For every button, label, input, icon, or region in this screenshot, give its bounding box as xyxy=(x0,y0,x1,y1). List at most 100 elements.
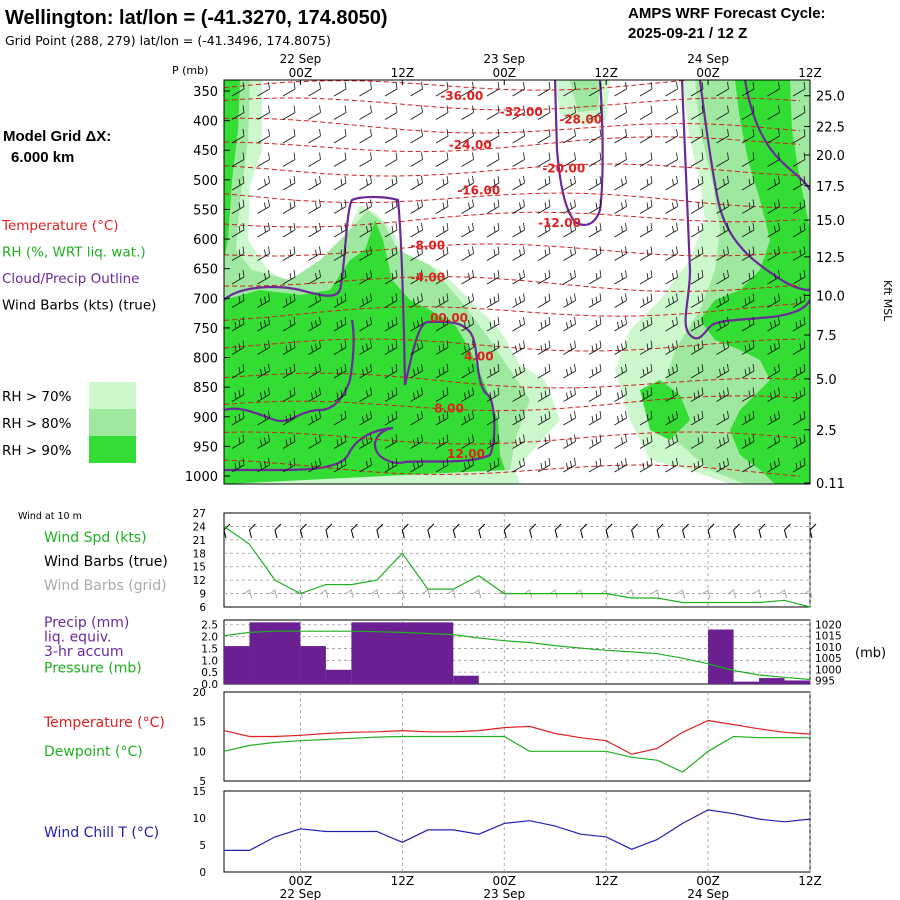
height-tick-label: 5.0 xyxy=(816,373,837,388)
cross-section-frame xyxy=(223,79,811,485)
precip-panel: 0.00.51.01.52.02.5 9951000100510101015102… xyxy=(201,619,841,691)
pressure-tick-label: 900 xyxy=(193,411,218,426)
height-axis: 25.0 22.5 20.0 17.5 15.0 12.5 10.0 7.5 5.0 2.5 0.1… xyxy=(804,90,845,492)
pressure-axis-title: P (mb) xyxy=(172,64,208,77)
wind-panel-label: Wind Barbs (grid) xyxy=(44,578,167,594)
time-tick-label: 12Z xyxy=(798,874,822,888)
height-axis-title: Kft MSL xyxy=(881,280,894,322)
wind-speed-line xyxy=(223,525,811,608)
forecast-cycle-label: AMPS WRF Forecast Cycle: xyxy=(628,5,826,22)
pressure-axis: 350 400 450 500 550 600 650 700 750 800 850 900 950 1… xyxy=(185,85,230,485)
rh-legend-label: RH > 80% xyxy=(2,416,72,432)
height-tick-label: 7.5 xyxy=(816,329,837,344)
height-tick-label: 15.0 xyxy=(816,214,845,229)
precip-bar xyxy=(249,622,301,684)
wind-panel-ytick-label: 27 xyxy=(193,508,206,520)
isotherm-line xyxy=(224,163,801,177)
height-tick-label: 22.5 xyxy=(816,121,845,136)
wind-panel-ytick-label: 18 xyxy=(193,548,206,560)
rh-90-region xyxy=(224,80,240,260)
isotherm-line xyxy=(224,276,801,292)
pressure-ytick-label: 1015 xyxy=(815,631,842,643)
legend-item-label: Wind Barbs (kts) (true) xyxy=(2,298,156,314)
temperature-labels: -36.00 -32.00 -28.00 -24.00 -20.00 -16.00 -12.… xyxy=(411,89,603,461)
rh-legend-swatch xyxy=(89,436,136,463)
pressure-tick-label: 700 xyxy=(193,292,218,307)
temp-panel-ytick-label: 15 xyxy=(193,717,206,729)
height-tick-label: 10.0 xyxy=(816,289,845,304)
isotherm-line xyxy=(224,97,801,111)
surface-wind-barbs xyxy=(223,523,817,539)
temp-panel-frame xyxy=(223,691,811,782)
cross-section-axis-labels: P (mb) Kft MSL xyxy=(172,64,894,322)
temp-panel-ytick-label: 10 xyxy=(193,746,206,758)
isotherm-line xyxy=(224,136,801,153)
wind-chill-panel-ytick-label: 0 xyxy=(199,867,206,879)
wind-chill-panel: 0 5 10 15 xyxy=(193,786,811,879)
rh-legend-swatch xyxy=(89,409,136,436)
pressure-tick-label: 800 xyxy=(193,352,218,367)
temp-panel: 5 10 15 20 xyxy=(193,687,811,788)
isotherm-line xyxy=(224,395,801,412)
rh-legend: RH > 70% RH > 80% RH > 90% xyxy=(2,382,136,463)
cloud-outline xyxy=(224,195,496,472)
time-tick-label: 00Z xyxy=(493,66,517,80)
wind-panel-labels: Wind Spd (kts) Wind Barbs (true) Wind Barb… xyxy=(44,530,168,594)
time-tick-label: 12Z xyxy=(594,874,618,888)
wind-panel-ytick-label: 6 xyxy=(199,602,206,614)
isotherm-line xyxy=(224,80,695,91)
wind-panel-label: Wind Barbs (true) xyxy=(44,554,168,570)
temp-panel-label: Temperature (°C) xyxy=(43,715,165,731)
page-title: Wellington: lat/lon = (-41.3270, 174.805… xyxy=(5,7,388,29)
precip-bar xyxy=(733,681,760,684)
rh-legend-swatch xyxy=(89,382,136,409)
wind-barb-glyphs xyxy=(231,81,806,473)
pressure-ytick-label: 1000 xyxy=(815,664,842,676)
time-tick-label: 12Z xyxy=(594,66,618,80)
wind-panel-frame xyxy=(223,512,811,608)
height-tick-label: 17.5 xyxy=(816,180,845,195)
grid-wind-barbs xyxy=(243,589,813,599)
temperature-contour-label: -4.00 xyxy=(411,271,446,285)
time-tick-label: 00Z xyxy=(289,874,313,888)
temp-panel-ytick-label: 20 xyxy=(193,687,206,699)
height-tick-label: 2.5 xyxy=(816,424,837,439)
time-tick-label: 12Z xyxy=(391,66,415,80)
temperature-contour-label: -32.00 xyxy=(500,105,543,119)
date-label: 24 Sep xyxy=(687,52,729,66)
wind-chill-panel-ytick-label: 5 xyxy=(199,840,206,852)
date-label: 22 Sep xyxy=(280,52,322,66)
temperature-contour-label: -36.00 xyxy=(440,89,483,103)
rh-90-region xyxy=(640,380,690,440)
pressure-tick-label: 350 xyxy=(193,85,218,100)
temperature-contour-label: -12.00 xyxy=(538,216,581,230)
pressure-tick-label: 1000 xyxy=(185,470,218,485)
precip-bar xyxy=(708,629,734,684)
precip-ytick-label: 2.0 xyxy=(201,632,218,644)
temperature-contour-label: -16.00 xyxy=(457,184,500,198)
precip-bar xyxy=(784,680,810,684)
wind-chill-line xyxy=(224,809,811,851)
temp-panel-label: Dewpoint (°C) xyxy=(44,744,143,760)
legend-item-label: Cloud/Precip Outline xyxy=(2,271,139,287)
top-time-axis: 00Z 12Z 00Z 12Z 00Z 12Z 22 Sep 23 Sep 24 Sep xyxy=(280,52,822,85)
isotherm-line xyxy=(224,243,801,257)
rh-legend-label: RH > 70% xyxy=(2,389,72,405)
cross-section-panel: -36.00 -32.00 -28.00 -24.00 -20.00 -16.00 -12.… xyxy=(185,79,845,492)
temperature-line xyxy=(223,719,811,755)
pressure-tick-label: 600 xyxy=(193,233,218,248)
cloud-outline xyxy=(224,319,355,423)
cross-section-legend: Temperature (°C) RH (%, WRT liq. wat.) Clo… xyxy=(1,218,156,314)
wind-barbs-grid xyxy=(231,81,806,473)
pressure-ytick-label: 1010 xyxy=(815,642,842,654)
cloud-outline xyxy=(680,80,810,340)
grid-point-label: Grid Point (288, 279) lat/lon = (-41.349… xyxy=(5,33,331,48)
cloud-outline xyxy=(553,80,604,226)
rh-90-region xyxy=(700,80,810,484)
cloud-outline xyxy=(698,80,810,292)
legend-item-label: Temperature (°C) xyxy=(1,218,119,234)
precip-bar xyxy=(300,646,326,684)
pressure-tick-label: 750 xyxy=(193,322,218,337)
pressure-tick-label: 950 xyxy=(193,440,218,455)
